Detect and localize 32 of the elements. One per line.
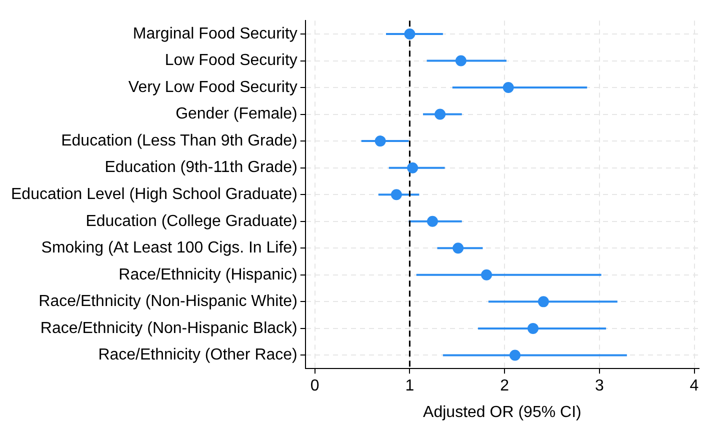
y-tick-label: Smoking (At Least 100 Cigs. In Life) — [41, 240, 298, 257]
point — [390, 189, 402, 200]
point — [502, 82, 514, 94]
x-tick-label: 4 — [690, 378, 699, 395]
x-axis-title: Adjusted OR (95% CI) — [423, 404, 582, 421]
y-tick-label: Marginal Food Security — [132, 25, 298, 42]
point — [455, 55, 466, 66]
point — [374, 136, 386, 147]
y-tick-label: Low Food Security — [164, 52, 298, 70]
y-tick-label: Education (9th-11th Grade) — [104, 159, 298, 176]
point — [407, 162, 418, 174]
y-tick-label: Race/Ethnicity (Non-Hispanic White) — [38, 293, 298, 310]
point — [538, 296, 549, 308]
x-tick-label: 1 — [405, 378, 414, 395]
x-tick-label: 3 — [594, 378, 604, 395]
point — [510, 350, 520, 361]
x-tick-label: 0 — [310, 378, 320, 395]
point — [528, 322, 539, 334]
y-tick-label: Education (Less Than 9th Grade) — [61, 132, 298, 150]
point — [452, 242, 464, 254]
x-tick-label: 2 — [500, 378, 510, 395]
y-tick-label: Education Level (High School Graduate) — [11, 186, 298, 204]
point — [404, 28, 416, 40]
y-tick-label: Race/Ethnicity (Hispanic) — [118, 266, 298, 284]
y-tick-label: Very Low Food Security — [128, 78, 298, 96]
y-tick-label: Race/Ethnicity (Non-Hispanic Black) — [40, 320, 298, 337]
y-tick-label: Race/Ethnicity (Other Race) — [98, 346, 298, 364]
point — [426, 216, 438, 227]
point — [434, 108, 446, 120]
point — [481, 269, 492, 280]
y-tick-label: Gender (Female) — [176, 106, 298, 123]
y-tick-label: Education (College Graduate) — [86, 212, 298, 230]
